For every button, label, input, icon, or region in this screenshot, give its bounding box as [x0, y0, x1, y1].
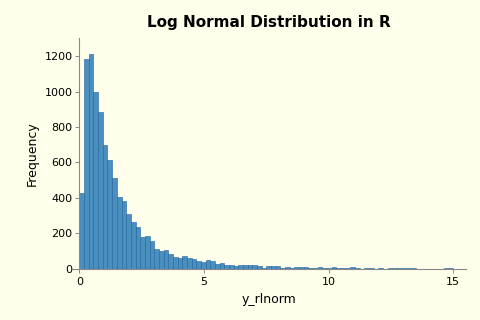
Bar [346, 268, 350, 269]
Bar [323, 268, 327, 269]
Bar [313, 268, 318, 269]
Bar [108, 160, 112, 269]
Bar [364, 268, 369, 269]
Bar [187, 258, 192, 269]
Bar [289, 268, 294, 269]
Bar [444, 268, 448, 269]
Bar [178, 258, 182, 269]
Bar [94, 92, 98, 269]
Bar [112, 179, 117, 269]
Bar [248, 265, 252, 269]
X-axis label: y_rlnorm: y_rlnorm [241, 293, 296, 306]
Bar [150, 241, 154, 269]
Bar [80, 193, 84, 269]
Bar [126, 214, 131, 269]
Bar [210, 261, 215, 269]
Bar [84, 59, 89, 269]
Bar [140, 237, 145, 269]
Bar [252, 265, 257, 269]
Bar [327, 268, 332, 269]
Bar [224, 265, 229, 269]
Bar [341, 268, 346, 269]
Bar [159, 251, 164, 269]
Bar [201, 262, 205, 269]
Bar [173, 257, 178, 269]
Bar [164, 250, 168, 269]
Bar [304, 267, 308, 269]
Bar [369, 268, 374, 269]
Bar [145, 236, 150, 269]
Bar [168, 254, 173, 269]
Bar [407, 268, 411, 269]
Bar [448, 268, 453, 269]
Bar [89, 54, 94, 269]
Bar [257, 267, 262, 269]
Bar [135, 227, 140, 269]
Bar [262, 268, 266, 269]
Bar [388, 268, 393, 269]
Bar [308, 268, 313, 269]
Bar [219, 263, 224, 269]
Bar [154, 249, 159, 269]
Bar [117, 197, 121, 269]
Bar [280, 268, 285, 269]
Bar [397, 268, 402, 269]
Bar [192, 259, 196, 269]
Bar [355, 268, 360, 269]
Bar [411, 268, 416, 269]
Bar [215, 264, 219, 269]
Bar [299, 267, 304, 269]
Bar [332, 268, 336, 269]
Bar [294, 267, 299, 269]
Bar [131, 222, 135, 269]
Bar [243, 265, 248, 269]
Bar [285, 267, 289, 269]
Bar [229, 265, 234, 269]
Bar [205, 260, 210, 269]
Bar [350, 267, 355, 269]
Bar [378, 268, 383, 269]
Bar [393, 268, 397, 269]
Bar [121, 202, 126, 269]
Y-axis label: Frequency: Frequency [26, 121, 39, 186]
Title: Log Normal Distribution in R: Log Normal Distribution in R [147, 15, 391, 30]
Bar [276, 267, 280, 269]
Bar [336, 268, 341, 269]
Bar [402, 268, 407, 269]
Bar [271, 267, 276, 269]
Bar [234, 266, 238, 269]
Bar [98, 112, 103, 269]
Bar [238, 265, 243, 269]
Bar [182, 256, 187, 269]
Bar [103, 145, 108, 269]
Bar [266, 266, 271, 269]
Bar [196, 261, 201, 269]
Bar [318, 267, 323, 269]
